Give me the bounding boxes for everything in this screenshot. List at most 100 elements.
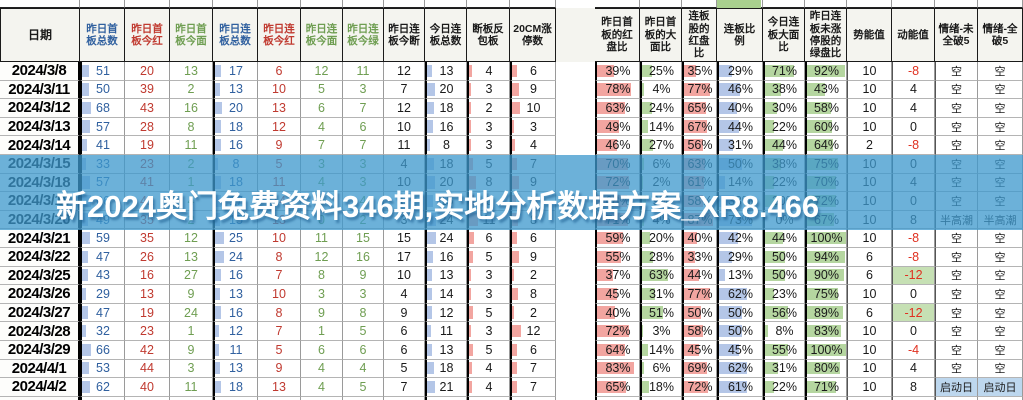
data-cell[interactable]: 3 <box>510 117 556 137</box>
data-cell[interactable]: 65% <box>595 378 640 397</box>
data-cell[interactable]: 2 <box>170 80 213 100</box>
data-cell[interactable]: 18 <box>425 154 467 174</box>
data-cell[interactable]: 20 <box>213 99 258 118</box>
data-cell[interactable]: 9 <box>170 285 213 304</box>
data-cell[interactable]: 29% <box>717 62 763 81</box>
data-cell[interactable]: 3 <box>467 80 510 100</box>
data-cell[interactable]: 50% <box>717 303 763 323</box>
date-cell[interactable]: 2024/3/12 <box>0 99 80 118</box>
data-cell[interactable]: 26 <box>125 247 170 267</box>
data-cell[interactable]: 29 <box>80 285 125 304</box>
date-cell[interactable]: 2024/4/2 <box>0 378 80 397</box>
data-cell[interactable]: 空 <box>978 62 1023 81</box>
data-cell[interactable]: 4 <box>510 136 556 155</box>
data-cell[interactable]: 90% <box>805 266 847 286</box>
data-cell[interactable]: 6 <box>301 340 343 360</box>
data-cell[interactable]: 69% <box>682 359 717 379</box>
column-header[interactable]: 昨日首板的大面比 <box>640 8 682 62</box>
data-cell[interactable]: 33% <box>682 247 717 267</box>
data-cell[interactable]: 7 <box>258 322 301 341</box>
data-cell[interactable]: 12 <box>384 99 425 118</box>
data-cell[interactable]: 10 <box>847 62 892 81</box>
date-cell[interactable]: 2024/3/21 <box>0 229 80 248</box>
data-cell[interactable]: 5 <box>467 154 510 174</box>
data-cell[interactable]: 89% <box>805 303 847 323</box>
data-cell[interactable]: 7 <box>510 154 556 174</box>
column-header[interactable]: 动能值 <box>892 8 935 62</box>
data-cell[interactable]: 78% <box>595 80 640 100</box>
data-cell[interactable] <box>595 396 640 400</box>
data-cell[interactable]: 13 <box>170 247 213 267</box>
data-cell[interactable]: -12 <box>892 266 935 286</box>
data-cell[interactable]: 10 <box>847 322 892 341</box>
data-cell[interactable]: 空 <box>935 117 978 137</box>
data-cell[interactable]: 空 <box>935 154 978 174</box>
data-cell[interactable]: 75% <box>805 154 847 174</box>
data-cell[interactable]: 18 <box>425 99 467 118</box>
column-header[interactable]: 昨日连板今红 <box>258 8 301 62</box>
column-header[interactable]: 断板反包板 <box>467 8 510 62</box>
data-cell[interactable]: 53 <box>80 359 125 379</box>
data-cell[interactable]: 1 <box>170 322 213 341</box>
data-cell[interactable]: 27% <box>640 136 682 155</box>
data-cell[interactable]: 16 <box>170 99 213 118</box>
data-cell[interactable]: 13 <box>170 62 213 81</box>
data-cell[interactable]: 12 <box>213 322 258 341</box>
data-cell[interactable]: 12 <box>301 62 343 81</box>
data-cell[interactable]: 62 <box>80 378 125 397</box>
data-cell[interactable]: 11 <box>301 229 343 248</box>
data-cell[interactable]: 66 <box>80 340 125 360</box>
data-cell[interactable]: 29% <box>717 247 763 267</box>
data-cell[interactable]: -12 <box>892 303 935 323</box>
data-cell[interactable]: 空 <box>935 322 978 341</box>
data-cell[interactable]: 38% <box>763 154 805 174</box>
data-cell[interactable]: 61% <box>717 378 763 397</box>
column-header[interactable]: 昨日首板今红 <box>125 8 170 62</box>
date-cell[interactable]: 2024/3/8 <box>0 62 80 81</box>
column-header[interactable]: 昨日连板今面 <box>301 8 343 62</box>
data-cell[interactable]: 45% <box>682 340 717 360</box>
data-cell[interactable]: 31% <box>640 285 682 304</box>
data-cell[interactable]: 11 <box>213 340 258 360</box>
column-header[interactable]: 今日连板大面比 <box>763 8 805 62</box>
data-cell[interactable]: 24% <box>640 99 682 118</box>
data-cell[interactable]: 2 <box>510 303 556 323</box>
column-header[interactable]: 势能值 <box>847 8 892 62</box>
data-cell[interactable]: 13 <box>213 285 258 304</box>
data-cell[interactable] <box>510 396 556 400</box>
data-cell[interactable]: 71% <box>763 62 805 81</box>
data-cell[interactable]: 83% <box>595 359 640 379</box>
data-cell[interactable]: 空 <box>935 285 978 304</box>
data-cell[interactable]: 0 <box>892 154 935 174</box>
data-cell[interactable]: 16 <box>425 117 467 137</box>
data-cell[interactable]: 100% <box>805 340 847 360</box>
data-cell[interactable]: 5 <box>467 247 510 267</box>
data-cell[interactable]: 14% <box>640 117 682 137</box>
data-cell[interactable]: 43 <box>80 266 125 286</box>
data-cell[interactable]: 57 <box>80 117 125 137</box>
data-cell[interactable]: 11 <box>384 136 425 155</box>
data-cell[interactable]: 44% <box>682 266 717 286</box>
data-cell[interactable]: 28% <box>640 247 682 267</box>
data-cell[interactable]: 4 <box>892 80 935 100</box>
data-cell[interactable]: 空 <box>935 173 978 193</box>
data-cell[interactable]: 39% <box>595 62 640 81</box>
data-cell[interactable]: 10 <box>847 340 892 360</box>
data-cell[interactable]: 14% <box>640 340 682 360</box>
data-cell[interactable]: 42 <box>125 340 170 360</box>
data-cell[interactable]: 43 <box>125 99 170 118</box>
data-cell[interactable]: 24 <box>170 303 213 323</box>
data-cell[interactable]: 3 <box>170 359 213 379</box>
data-cell[interactable]: 39 <box>125 80 170 100</box>
data-cell[interactable]: 19 <box>125 136 170 155</box>
data-cell[interactable]: 空 <box>978 136 1023 155</box>
column-header[interactable]: 昨日连板总数 <box>213 8 258 62</box>
data-cell[interactable]: 0 <box>892 322 935 341</box>
column-header[interactable]: 昨日首板的红盘比 <box>595 8 640 62</box>
column-header[interactable]: 昨日连板未涨停股的绿盘比 <box>805 8 847 62</box>
data-cell[interactable]: 空 <box>978 117 1023 137</box>
data-cell[interactable]: 10 <box>258 80 301 100</box>
data-cell[interactable]: 12 <box>301 247 343 267</box>
data-cell[interactable]: 22% <box>763 117 805 137</box>
data-cell[interactable]: 40% <box>595 303 640 323</box>
